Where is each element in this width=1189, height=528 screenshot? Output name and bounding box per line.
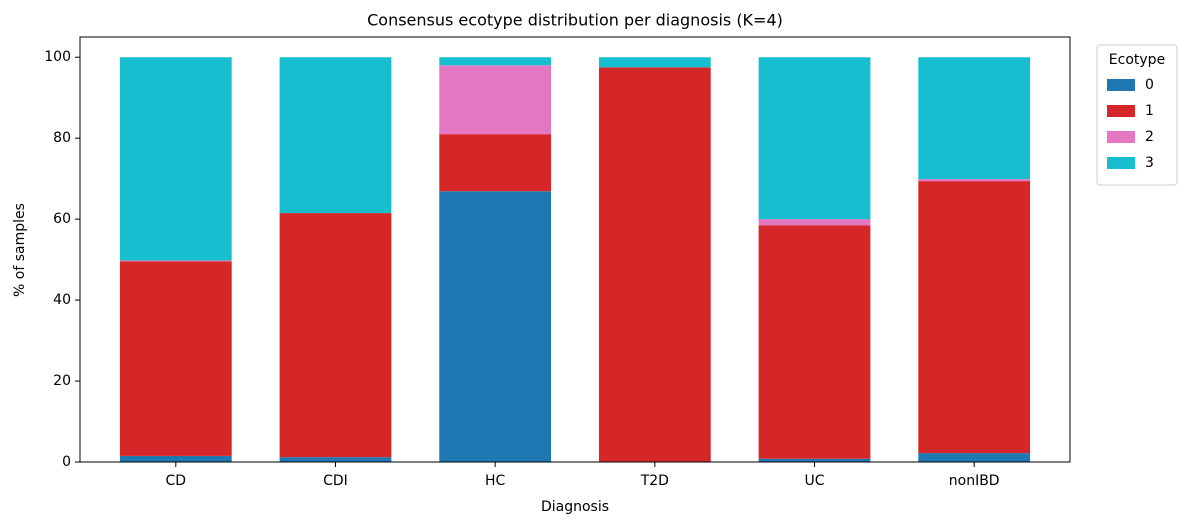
bar-segment [918,179,1031,182]
y-axis-label: % of samples [12,203,28,297]
bar-segment [439,134,552,192]
bar-segment [598,57,711,68]
x-tick-label: CD [166,473,187,489]
x-tick-label: HC [485,473,506,489]
x-tick-label: UC [805,473,825,489]
legend-swatch [1107,105,1135,117]
x-tick-label: CDI [323,473,348,489]
bar-segment [598,67,711,462]
legend-swatch [1107,157,1135,169]
y-tick-label: 60 [53,211,71,227]
legend-label: 0 [1145,77,1154,93]
legend: Ecotype 0 1 2 3 [1096,44,1178,186]
legend-label: 1 [1145,103,1154,119]
y-tick-label: 20 [53,373,71,389]
legend-swatch [1107,79,1135,91]
chart-title: Consensus ecotype distribution per diagn… [367,11,783,30]
x-tick-label: nonIBD [949,473,1000,489]
y-tick-label: 40 [53,292,71,308]
bar-segment [119,261,232,456]
y-tick-label: 100 [44,49,71,65]
bar-segment [918,453,1031,462]
bar-segment [279,57,392,214]
bar-segment [439,191,552,462]
y-tick-label: 80 [53,130,71,146]
bar-segment [758,225,871,459]
bar-segment [758,57,871,220]
legend-label: 2 [1145,129,1154,145]
bar-segment [758,219,871,226]
bar-segment [119,455,232,462]
bar-segment [279,213,392,458]
y-tick-label: 0 [62,454,71,470]
bar-segment [279,457,392,462]
bar-segment [119,260,232,262]
bar-segment [439,57,552,66]
x-axis-label: Diagnosis [541,499,609,515]
legend-label: 3 [1145,155,1154,171]
legend-swatch [1107,131,1135,143]
bar-segment [758,458,871,462]
plot-frame [79,36,1071,463]
bar-segment [918,181,1031,454]
bar-segment [918,57,1031,180]
x-tick-label: T2D [640,473,669,489]
legend-title: Ecotype [1109,52,1165,68]
bar-segment [119,57,232,261]
bar-segment [439,65,552,135]
